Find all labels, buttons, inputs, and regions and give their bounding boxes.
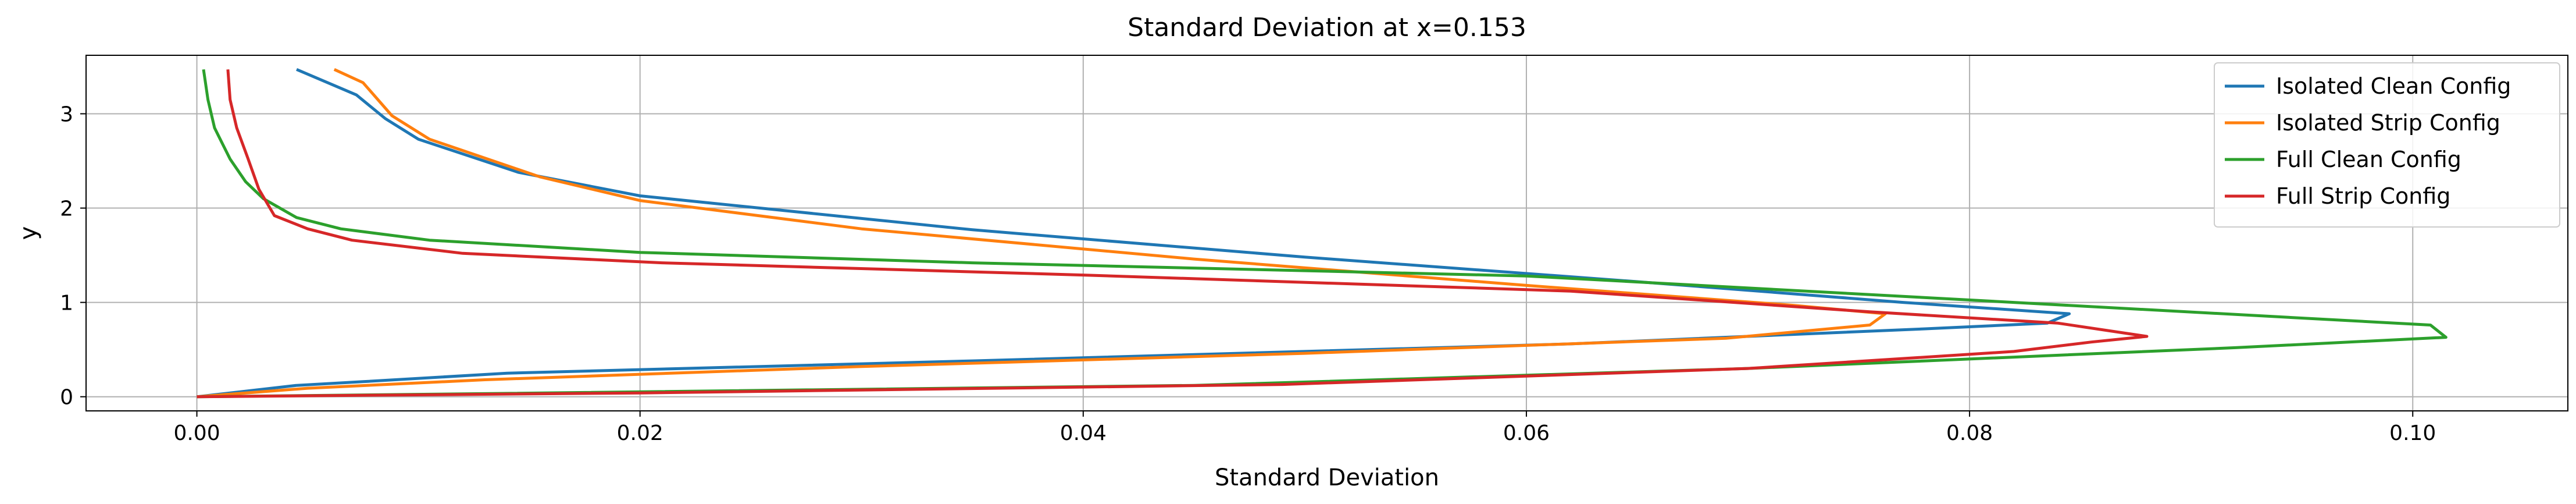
y-tick-label: 0: [60, 386, 73, 410]
y-tick-label: 2: [60, 197, 73, 221]
series-group: [197, 68, 2447, 399]
x-tick-label: 0.02: [617, 421, 663, 445]
legend-label: Isolated Strip Config: [2276, 110, 2500, 136]
chart-title: Standard Deviation at x=0.153: [1128, 13, 1526, 42]
series-line-4: [197, 69, 2149, 399]
legend: Isolated Clean Config Isolated Strip Conf…: [2214, 62, 2560, 228]
x-tick-label: 0.08: [1946, 421, 1993, 445]
x-tick-label: 0.00: [173, 421, 220, 445]
x-tick-label: 0.04: [1060, 421, 1107, 445]
y-tick-label: 1: [60, 292, 73, 315]
y-tick-label: 3: [60, 102, 73, 126]
y-axis-ticks: 0 1 2 3: [60, 102, 86, 410]
series-line-1: [197, 68, 2071, 399]
x-axis-ticks: 0.00 0.02 0.04 0.06 0.08 0.10: [173, 411, 2436, 445]
series-line-3: [197, 69, 2447, 399]
legend-box: [2214, 62, 2560, 228]
x-tick-label: 0.06: [1503, 421, 1550, 445]
plot-frame: [85, 55, 2568, 411]
series-line-2: [197, 68, 1887, 399]
legend-label: Full Strip Config: [2276, 183, 2450, 209]
x-axis-label: Standard Deviation: [1215, 464, 1439, 491]
x-tick-label: 0.10: [2389, 421, 2436, 445]
legend-label: Full Clean Config: [2276, 147, 2461, 172]
legend-label: Isolated Clean Config: [2276, 73, 2511, 99]
grid: [86, 55, 2568, 411]
y-axis-label: y: [15, 226, 42, 240]
